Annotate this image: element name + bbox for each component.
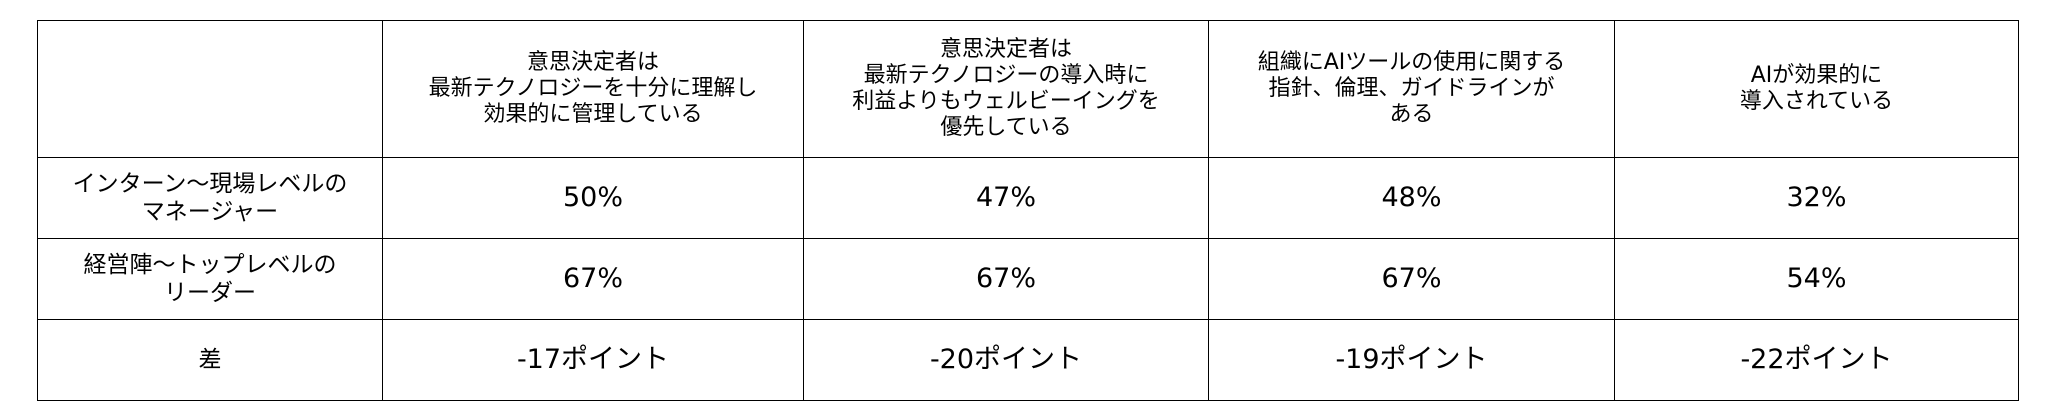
data-cell: -22ポイント [1614, 319, 2019, 401]
header-cell [37, 20, 383, 158]
header-cell: 組織にAIツールの使用に関する 指針、倫理、ガイドラインが ある [1208, 20, 1615, 158]
header-row: 意思決定者は 最新テクノロジーを十分に理解し 効果的に管理している 意思決定者は … [37, 20, 2019, 158]
data-cell: 32% [1614, 157, 2019, 239]
header-cell: AIが効果的に 導入されている [1614, 20, 2019, 158]
data-cell: -17ポイント [382, 319, 804, 401]
data-row: 差 -17ポイント -20ポイント -19ポイント -22ポイント [37, 319, 2019, 401]
row-label: 差 [37, 319, 383, 401]
data-row: 経営陣～トップレベルの リーダー 67% 67% 67% 54% [37, 238, 2019, 320]
data-cell: 50% [382, 157, 804, 239]
data-cell: 67% [1208, 238, 1615, 320]
data-cell: 67% [803, 238, 1209, 320]
header-cell: 意思決定者は 最新テクノロジーを十分に理解し 効果的に管理している [382, 20, 804, 158]
data-row: インターン～現場レベルの マネージャー 50% 47% 48% 32% [37, 157, 2019, 239]
data-cell: -20ポイント [803, 319, 1209, 401]
data-cell: 47% [803, 157, 1209, 239]
data-cell: -19ポイント [1208, 319, 1615, 401]
data-cell: 67% [382, 238, 804, 320]
row-label: 経営陣～トップレベルの リーダー [37, 238, 383, 320]
comparison-table: 意思決定者は 最新テクノロジーを十分に理解し 効果的に管理している 意思決定者は … [37, 20, 2019, 401]
data-cell: 48% [1208, 157, 1615, 239]
header-cell: 意思決定者は 最新テクノロジーの導入時に 利益よりもウェルビーイングを 優先して… [803, 20, 1209, 158]
row-label: インターン～現場レベルの マネージャー [37, 157, 383, 239]
data-cell: 54% [1614, 238, 2019, 320]
